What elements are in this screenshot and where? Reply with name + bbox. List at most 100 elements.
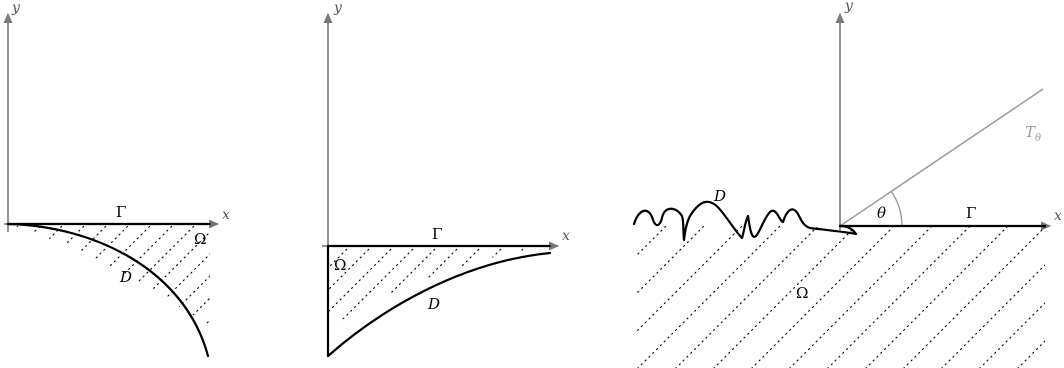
hatch-line [636,226,827,368]
hatch-line [304,180,504,368]
hatch-line [986,180,1064,368]
hatch-line [929,226,1045,368]
hatch-line [590,180,790,368]
hatch-line [832,180,1032,368]
hatch-line [634,180,834,368]
hatch-line [964,180,1064,368]
panel-1-hatching [8,180,1064,368]
hatch-line [898,180,1064,368]
hatch-line [328,246,483,330]
panel-1-d-label: D [119,268,132,286]
hatch-line [369,246,550,330]
hatch-line [722,180,922,368]
panel-2-hatching [0,180,1064,368]
hatch-line [8,224,109,325]
panel-1-gamma-label: Γ [116,203,126,221]
hatch-line [700,180,900,368]
hatch-line [8,224,87,325]
hatch-line [216,180,416,368]
panel-3-y-label: y [844,0,854,14]
panel-3-hatching [0,180,1045,368]
panel-3-x-label: x [1054,208,1062,224]
panel-1-omega-label: Ω [194,230,206,248]
hatch-line [284,180,484,368]
hatch-line [967,226,1045,368]
hatch-line [701,226,903,368]
hatch-line [777,226,979,368]
hatch-line [238,180,438,368]
hatch-line [0,180,130,368]
hatch-line [700,180,900,368]
panel-3-theta-label: θ [877,204,886,222]
hatch-line [739,226,941,368]
hatch-line [722,180,922,368]
panel-3-t-theta-main: T [1025,123,1036,141]
hatch-line [942,180,1064,368]
hatch-line [942,180,1064,368]
hatch-line [322,180,522,368]
panel-3-gamma-label: Γ [966,204,976,222]
hatch-line [546,180,746,368]
hatch-line [391,246,550,330]
hatch-line [8,224,175,325]
hatch-line [815,226,1017,368]
hatch-line [328,246,505,330]
hatch-line [328,246,439,330]
panel-3-ray-t-theta [839,88,1044,227]
hatch-line [920,180,1064,368]
panel-1-x-label: x [222,207,230,223]
hatch-line [636,226,751,368]
hatch-line [8,224,65,325]
hatch-line [636,226,637,368]
hatch-line [0,180,28,368]
hatch-line [260,180,460,368]
hatch-line [328,246,351,330]
panel-1-curve-d [6,222,210,358]
hatch-line [370,180,570,368]
hatch-line [0,180,108,368]
hatch-line [328,246,461,330]
hatch-line [0,180,42,368]
hatch-line [920,180,1064,368]
hatch-line [744,180,944,368]
hatch-line [964,180,1064,368]
hatch-line [788,180,988,368]
hatch-line [636,226,713,368]
hatch-line [788,180,988,368]
hatch-line [479,246,550,330]
panel-2-gamma-label: Γ [432,225,442,243]
hatch-line [656,180,856,368]
hatch-line [832,180,1032,368]
hatch-line [132,180,332,368]
hatch-line [436,180,636,368]
panel-2-omega-label: Ω [334,256,346,274]
hatch-line [8,224,43,325]
hatch-line [435,246,550,330]
hatch-line [891,226,1045,368]
hatch-line [634,180,834,368]
hatch-line [0,180,20,368]
panel-3-curve-d [632,200,858,242]
panel-3-d-label: D [713,187,726,205]
hatch-line [328,246,417,330]
hatch-line [678,180,878,368]
hatch-line [457,246,550,330]
panel-2-y-label: y [333,0,343,16]
hatch-line [8,224,21,325]
hatch-line [40,180,240,368]
hatch-line [8,224,131,325]
panel-2-x-label: x [562,228,570,244]
hatch-line [663,226,865,368]
hatch-line [0,180,104,368]
hatch-line [392,180,592,368]
hatch-line [61,224,210,325]
hatch-line [208,180,408,368]
panel-3-omega-label: Ω [796,284,808,302]
hatch-line [523,246,550,330]
hatch-line [170,180,370,368]
hatch-line [524,180,724,368]
hatch-line [656,180,856,368]
